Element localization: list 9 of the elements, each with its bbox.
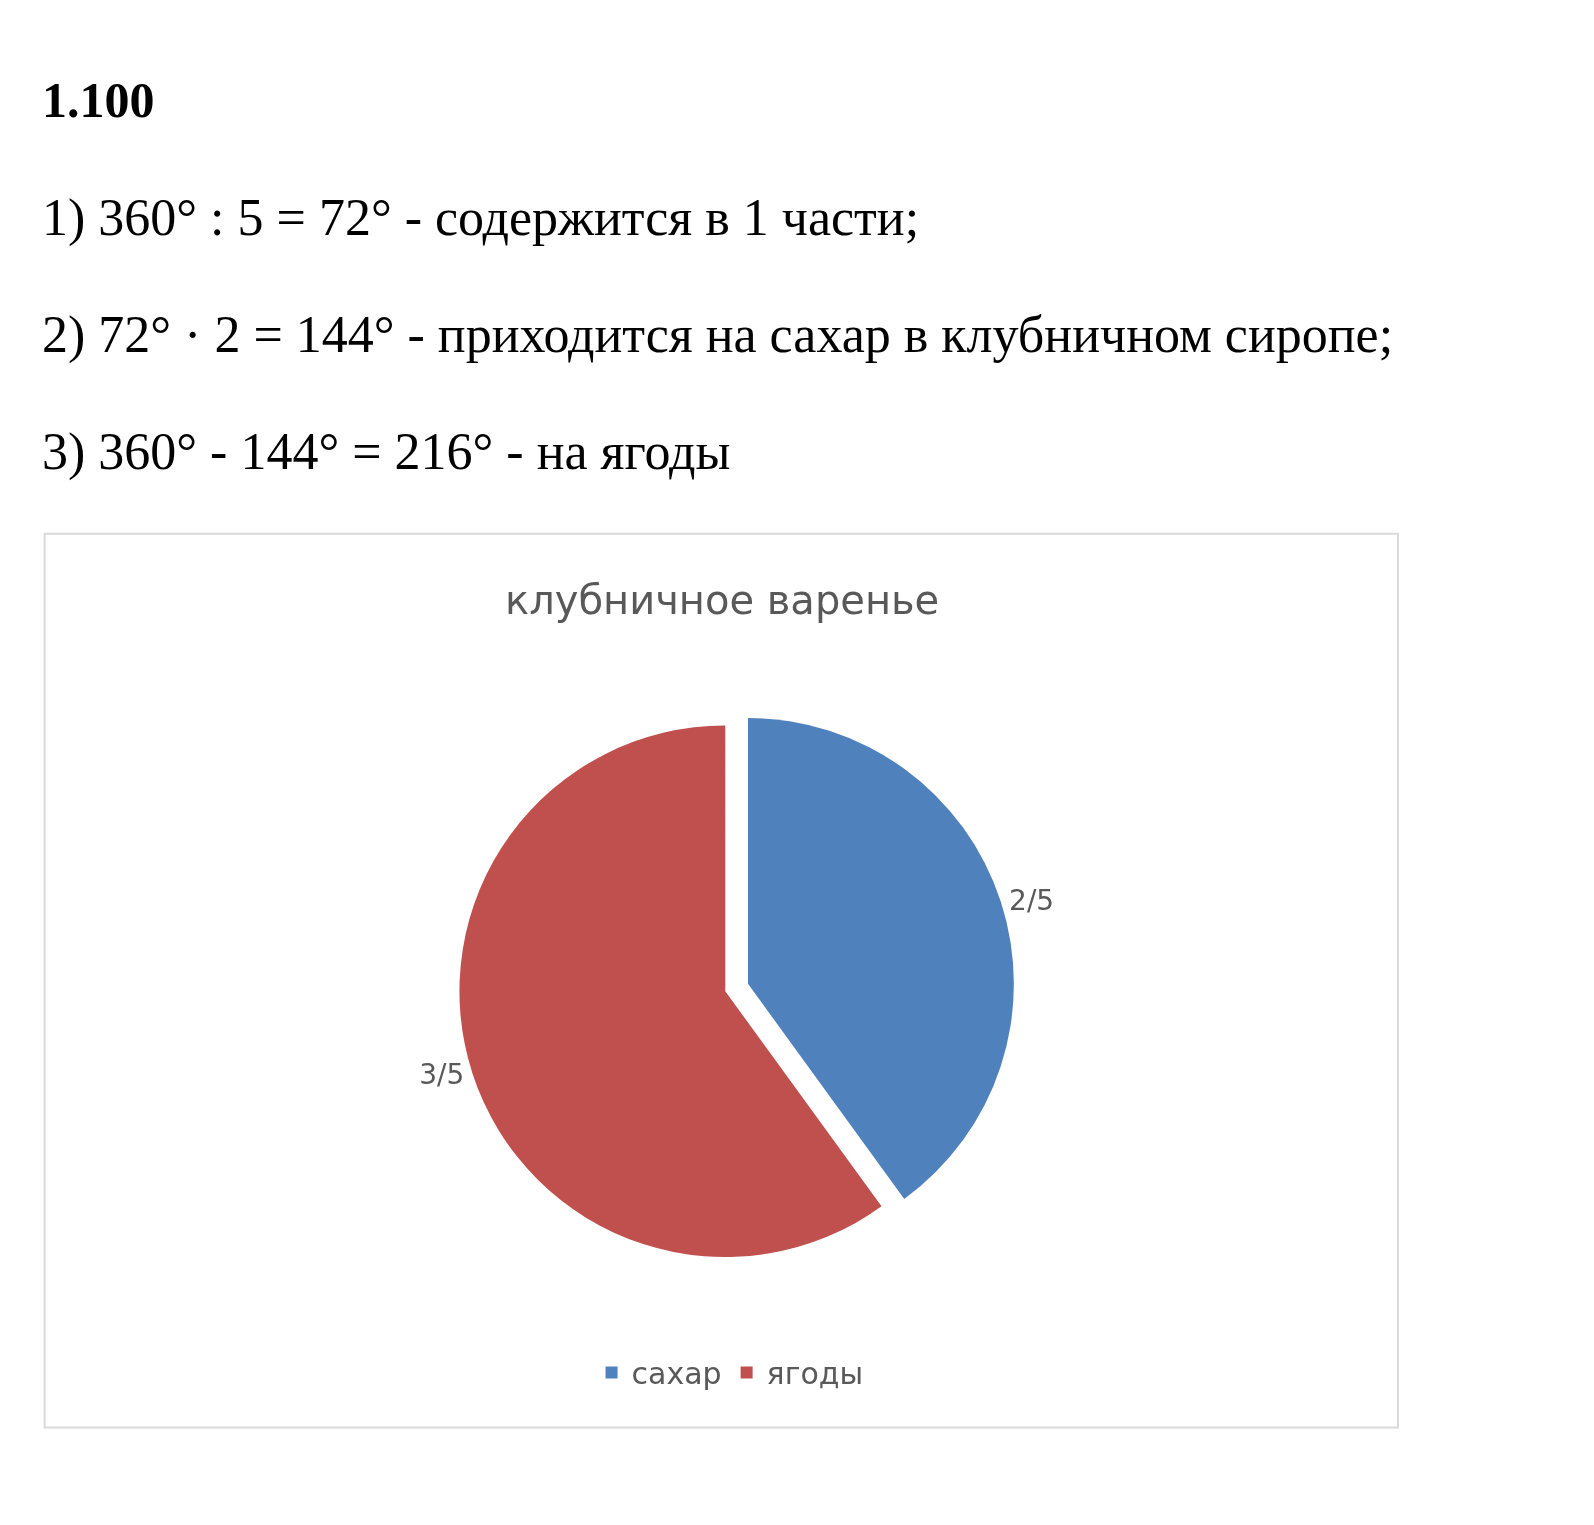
chart-title: клубничное варенье [505,577,940,623]
legend-label: ягоды [766,1356,864,1392]
text: 2) 72° · 2 = 144° - приходится на сахар в клубничном сиропе; [42,306,1394,364]
data-label: 3/5 [419,1058,465,1092]
legend-label: сахар [631,1356,722,1392]
text: 1) 360° : 5 = 72° - содержится в 1 части; [42,189,920,247]
text: 1.100 [42,72,155,128]
data-label: 2/5 [1009,883,1055,917]
text: 3) 360° - 144° = 216° - на ягоды [42,423,731,481]
